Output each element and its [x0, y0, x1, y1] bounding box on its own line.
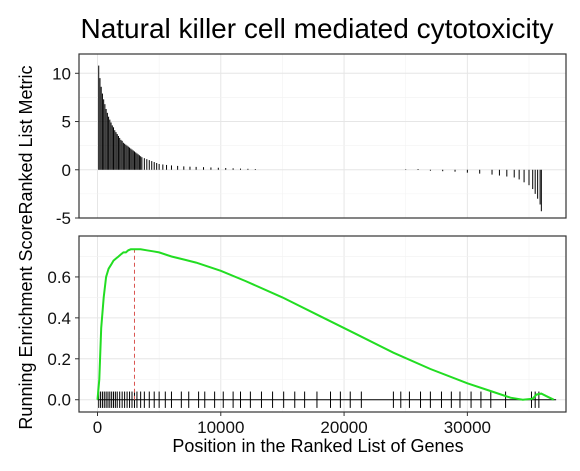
enrichment-score-line	[96, 248, 555, 401]
y-tick-label: 0.4	[47, 309, 71, 328]
enrichment-score-ylabel: Running Enrichment Score	[16, 214, 36, 429]
ranked-metric-border	[78, 53, 567, 219]
x-tick-label: 0	[93, 418, 102, 437]
y-tick-label: 0.0	[47, 391, 71, 410]
y-tick-label: 0	[62, 161, 71, 180]
enrichment-score-x-axis: 0 10000 20000 30000	[93, 412, 491, 437]
x-tick-label: 20000	[320, 418, 367, 437]
y-tick-label: 5	[62, 113, 71, 132]
y-tick-label: -5	[56, 209, 71, 228]
enrichment-score-series	[96, 248, 555, 401]
x-tick-label: 10000	[197, 418, 244, 437]
enrichment-score-border	[78, 235, 567, 413]
x-axis-label: Position in the Ranked List of Genes	[172, 436, 463, 456]
y-tick-label: 0.2	[47, 350, 71, 369]
ranked-metric-panel: -5 0 5 10	[52, 53, 567, 228]
enrichment-score-grid	[79, 236, 566, 412]
y-tick-label: 0.6	[47, 268, 71, 287]
gene-hit-marks	[97, 391, 557, 408]
x-tick-label: 30000	[444, 418, 491, 437]
ranked-metric-ylabel: Ranked List Metric	[16, 65, 36, 214]
enrichment-score-panel: 0.0 0.2 0.4 0.6 0 10000 20000 30000	[47, 235, 567, 437]
y-tick-label: 10	[52, 64, 71, 83]
ranked-metric-y-axis: -5 0 5 10	[52, 64, 79, 228]
ranked-metric-bars	[98, 65, 542, 212]
enrichment-score-y-axis: 0.0 0.2 0.4 0.6	[47, 268, 79, 410]
chart-title: Natural killer cell mediated cytotoxicit…	[80, 13, 553, 44]
